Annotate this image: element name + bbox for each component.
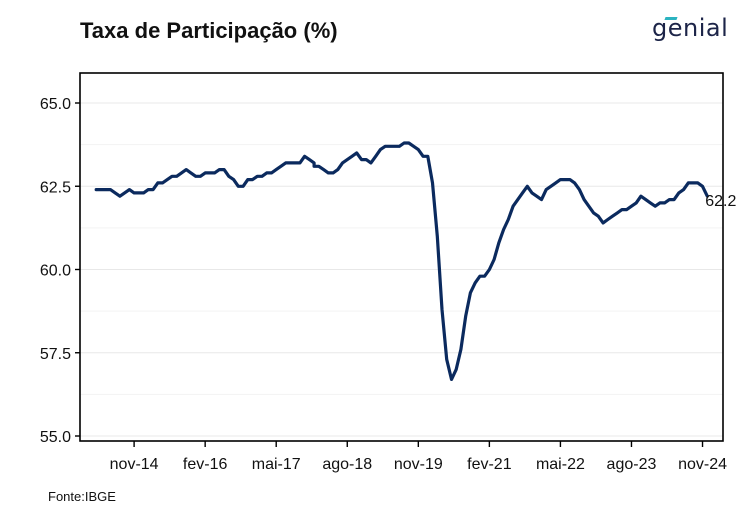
- label-layer: 62.2: [705, 193, 736, 210]
- y-tick-label: 65.0: [40, 96, 71, 113]
- x-tick-label: mai-17: [252, 456, 301, 473]
- x-tick-label: nov-14: [110, 456, 159, 473]
- y-tick-label: 60.0: [40, 263, 71, 280]
- x-axis: nov-14 fev-16 mai-17 ago-18 nov-19 fev-21 mai-…: [110, 441, 727, 473]
- x-tick-label: mai-22: [536, 456, 585, 473]
- y-tick-label: 62.5: [40, 179, 71, 196]
- x-tick-label: nov-19: [394, 456, 443, 473]
- x-tick-label: fev-16: [183, 456, 228, 473]
- genial-logo: genial: [652, 14, 728, 42]
- series-layer: [94, 141, 709, 381]
- y-tick-label: 57.5: [40, 346, 71, 363]
- x-tick-label: fev-21: [467, 456, 512, 473]
- series-line-0: [94, 141, 709, 381]
- plot-frame: [79, 72, 724, 442]
- source-note: Fonte:IBGE: [48, 489, 116, 504]
- y-axis: 55.0 57.5 60.0 62.5 65.0: [40, 96, 80, 446]
- grid-lines: [80, 102, 723, 437]
- x-tick-label: ago-18: [322, 456, 372, 473]
- chart-title: Taxa de Participação (%): [80, 18, 338, 43]
- x-tick-label: ago-23: [607, 456, 657, 473]
- y-tick-label: 55.0: [40, 429, 71, 446]
- last-value-label: 62.2: [705, 193, 736, 210]
- x-tick-label: nov-24: [678, 456, 727, 473]
